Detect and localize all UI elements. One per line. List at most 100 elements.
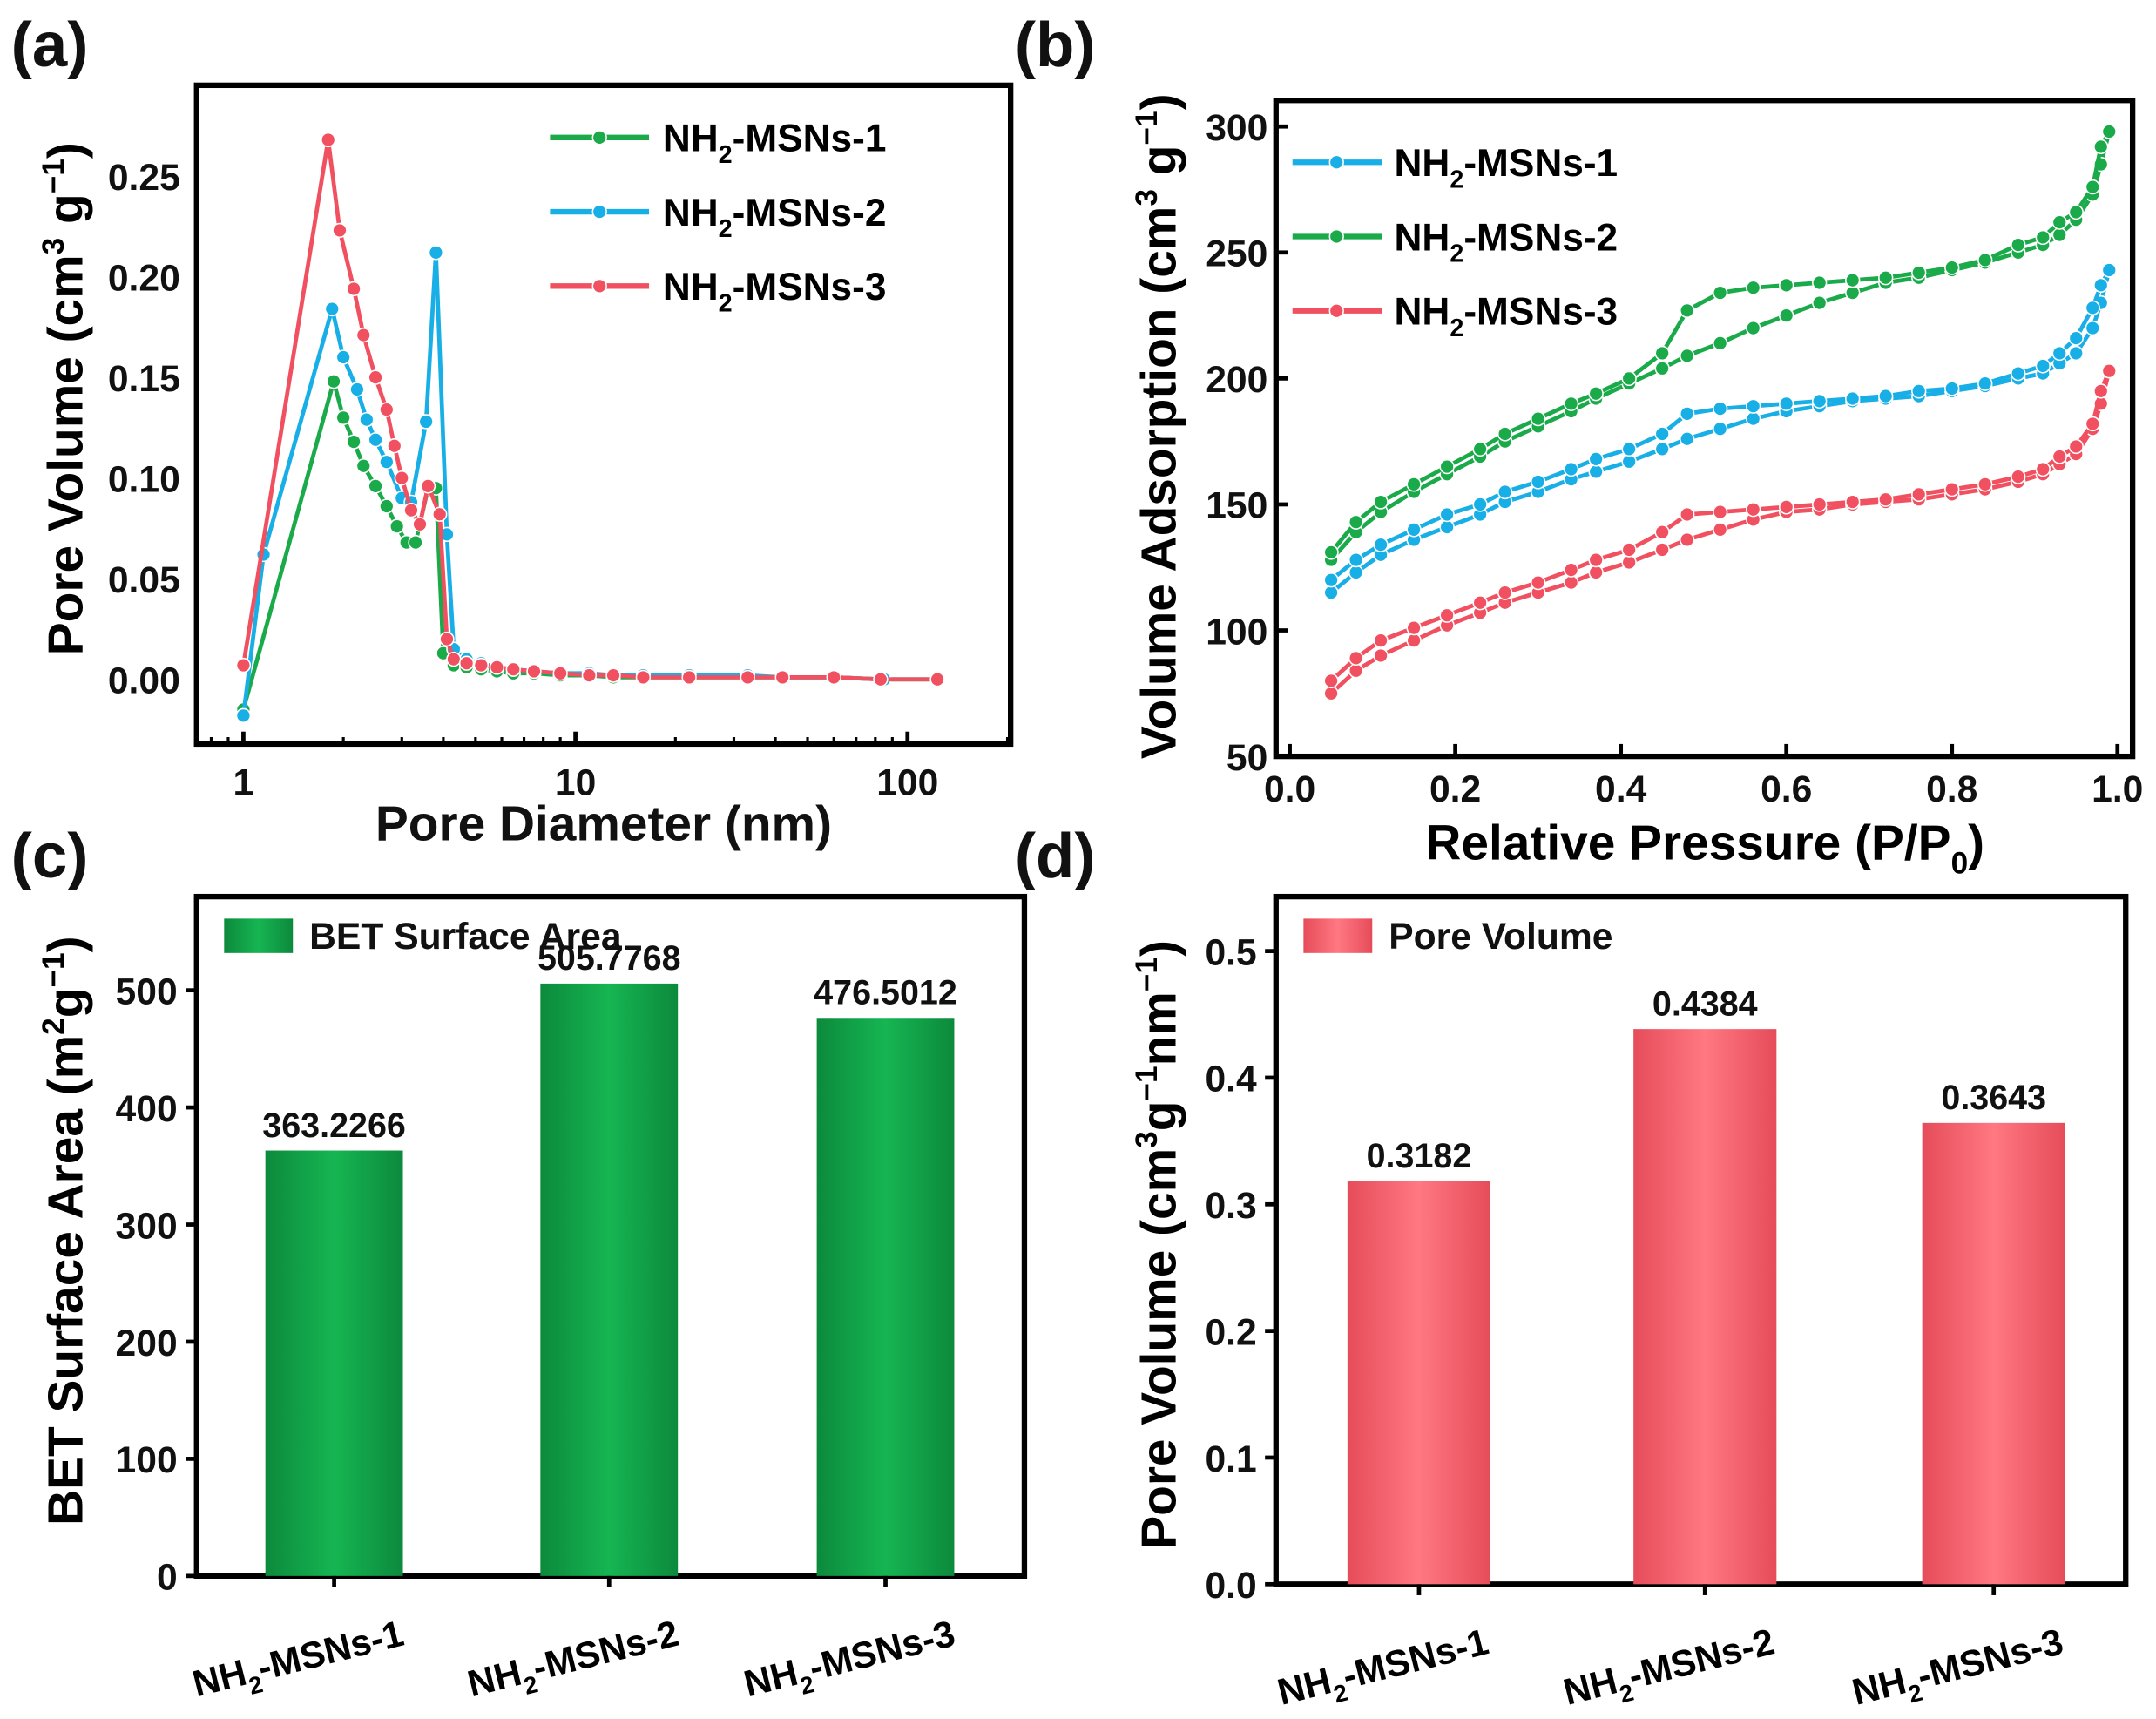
desorption-point <box>1406 522 1422 538</box>
desorption-point <box>1588 386 1604 402</box>
label-text: ) <box>1968 816 1984 870</box>
x-axis-label: Relative Pressure (P/P0) <box>1425 816 1984 880</box>
y-axis-label: Volume Adsorption (cm3 g−1) <box>1130 93 1187 759</box>
x-axis-label: Pore Diameter (nm) <box>375 796 832 851</box>
y-tick-label: 0.05 <box>108 559 180 601</box>
legend-label: BET Surface Area <box>309 916 622 958</box>
desorption-point <box>1373 494 1389 510</box>
data-point <box>635 669 652 686</box>
legend-label: NH2-MSNs-3 <box>1395 291 1619 342</box>
desorption-point <box>2051 345 2067 362</box>
data-point <box>605 667 621 683</box>
label-text: g <box>1132 146 1187 189</box>
adsorption-point <box>1654 542 1670 558</box>
desorption-point <box>1779 277 1794 294</box>
data-point <box>929 672 945 687</box>
data-point <box>359 411 375 428</box>
panel-a-pore-size-distribution: 1 10 100 0.00 0.05 0.10 0.15 0.20 0.25 Pore Diame… <box>37 82 1014 851</box>
legend-marker <box>591 204 607 220</box>
label-text: NH <box>1274 1660 1335 1713</box>
data-label: 476.5012 <box>814 973 957 1012</box>
adsorption-point <box>1812 294 1828 311</box>
legend-swatch <box>1303 918 1373 953</box>
desorption-point <box>1621 370 1637 387</box>
data-point <box>346 281 362 297</box>
desorption-point <box>1497 484 1513 500</box>
legend-marker <box>1328 228 1344 245</box>
data-point <box>432 506 448 522</box>
label-text: NH <box>1848 1660 1910 1713</box>
label-text: NH <box>740 1652 801 1705</box>
desorption-point <box>1323 572 1339 588</box>
desorption-point <box>2068 204 2084 220</box>
y-axis-label: Pore Volume (cm3 g−1) <box>37 142 94 655</box>
desorption-point <box>1621 542 1637 558</box>
y-tick-label: 0.1 <box>1205 1438 1256 1480</box>
subscript: 2 <box>719 141 733 169</box>
x-tick-label: 1.0 <box>2092 768 2143 810</box>
desorption-point <box>1878 270 1894 286</box>
desorption-point <box>1977 376 1993 391</box>
desorption-point <box>1323 673 1339 689</box>
data-point <box>873 672 889 687</box>
desorption-point <box>1588 552 1604 568</box>
desorption-point <box>2101 262 2117 278</box>
x-tick-label: NH2-MSNs-1 <box>1274 1621 1495 1719</box>
desorption-point <box>1679 506 1695 523</box>
desorption-point <box>1563 396 1579 411</box>
desorption-point <box>1679 406 1695 422</box>
bar <box>265 1150 403 1576</box>
data-point <box>489 660 505 675</box>
label-text: ) <box>39 142 94 159</box>
desorption-point <box>1845 272 1861 288</box>
series-3 <box>1323 363 2117 701</box>
desorption-point <box>2051 449 2067 464</box>
desorption-point <box>1845 390 1861 407</box>
subscript: 2 <box>1331 1679 1350 1709</box>
data-point <box>446 651 462 667</box>
adsorption-point <box>1845 285 1861 301</box>
adsorption-point <box>1373 647 1389 664</box>
legend-marker <box>591 130 607 146</box>
data-point <box>394 470 409 486</box>
panel-label-b: (b) <box>1015 10 1096 80</box>
desorption-point <box>1530 574 1546 591</box>
desorption-point <box>2011 365 2026 382</box>
x-tick-label: 1 <box>233 761 254 803</box>
subscript: 2 <box>1450 315 1463 342</box>
legend-marker <box>591 278 607 294</box>
data-point <box>379 402 395 417</box>
legend-label: NH2-MSNs-3 <box>663 266 887 317</box>
desorption-point <box>2035 358 2051 374</box>
label-text: NH <box>1395 216 1450 259</box>
adsorption-point <box>1712 421 1728 437</box>
superscript: −1 <box>37 159 71 193</box>
subscript: 2 <box>1617 1679 1636 1709</box>
adsorption-point <box>1712 335 1728 351</box>
label-text: -MSNs-2 <box>733 192 887 234</box>
label-text: Pore Volume (cm <box>1132 1148 1187 1549</box>
desorption-point <box>1406 619 1422 636</box>
desorption-point <box>1845 494 1861 510</box>
desorption-point <box>1779 499 1794 515</box>
desorption-point <box>1530 474 1546 490</box>
desorption-point <box>1497 585 1513 600</box>
label-text: -MSNs-1 <box>253 1613 408 1689</box>
adsorption-point <box>1588 565 1604 580</box>
data-label: 0.3182 <box>1367 1137 1472 1175</box>
data-point <box>389 518 405 534</box>
data-point <box>355 458 371 474</box>
y-tick-label: 400 <box>116 1088 178 1130</box>
label-text: Relative Pressure (P/P <box>1425 816 1950 870</box>
label-text: NH <box>463 1652 525 1705</box>
label-text: NH <box>663 192 719 234</box>
y-tick-label: 200 <box>116 1323 178 1364</box>
series-1 <box>235 373 944 718</box>
desorption-point <box>2068 330 2084 346</box>
subscript: 2 <box>719 215 733 243</box>
y-tick-label: 0.15 <box>108 358 180 400</box>
adsorption-point <box>2085 320 2100 336</box>
y-tick-label: 150 <box>1206 485 1267 527</box>
x-tick-label: NH2-MSNs-1 <box>188 1613 409 1713</box>
subscript: 2 <box>521 1670 540 1700</box>
